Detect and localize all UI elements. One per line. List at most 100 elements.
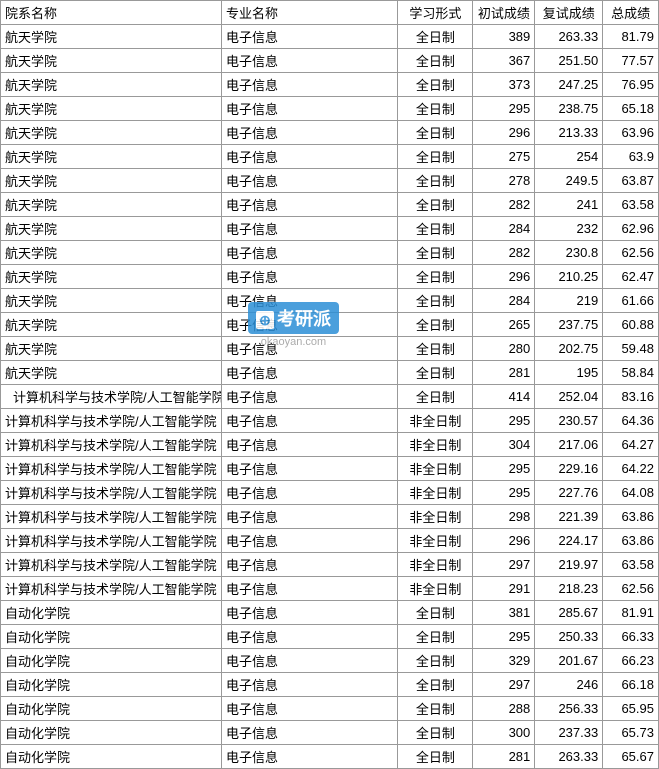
cell-score1: 304 [473,433,535,457]
cell-form: 非全日制 [398,577,473,601]
cell-major: 电子信息 [222,673,398,697]
cell-dept: 航天学院 [1,337,222,361]
cell-total: 64.22 [603,457,659,481]
cell-dept: 航天学院 [1,121,222,145]
cell-score1: 295 [473,481,535,505]
cell-score1: 367 [473,49,535,73]
header-score2: 复试成绩 [535,1,603,25]
table-body: 航天学院电子信息全日制389263.3381.79航天学院电子信息全日制3672… [1,25,659,769]
cell-dept: 航天学院 [1,289,222,313]
cell-dept: 航天学院 [1,361,222,385]
cell-major: 电子信息 [222,433,398,457]
cell-form: 全日制 [398,313,473,337]
header-dept: 院系名称 [1,1,222,25]
cell-score2: 237.33 [535,721,603,745]
cell-score2: 263.33 [535,25,603,49]
cell-score2: 219 [535,289,603,313]
cell-score2: 217.06 [535,433,603,457]
cell-dept: 自动化学院 [1,721,222,745]
cell-total: 66.33 [603,625,659,649]
cell-total: 60.88 [603,313,659,337]
cell-total: 62.96 [603,217,659,241]
cell-total: 65.67 [603,745,659,769]
cell-total: 61.66 [603,289,659,313]
table-row: 计算机科学与技术学院/人工智能学院电子信息非全日制297219.9763.58 [1,553,659,577]
header-form: 学习形式 [398,1,473,25]
cell-form: 全日制 [398,625,473,649]
cell-form: 全日制 [398,649,473,673]
scores-table: 院系名称 专业名称 学习形式 初试成绩 复试成绩 总成绩 航天学院电子信息全日制… [0,0,659,769]
cell-form: 全日制 [398,121,473,145]
cell-total: 83.16 [603,385,659,409]
cell-form: 全日制 [398,217,473,241]
cell-score2: 252.04 [535,385,603,409]
cell-score2: 241 [535,193,603,217]
table-row: 自动化学院电子信息全日制29724666.18 [1,673,659,697]
cell-major: 电子信息 [222,385,398,409]
cell-form: 全日制 [398,25,473,49]
table-row: 自动化学院电子信息全日制295250.3366.33 [1,625,659,649]
cell-form: 非全日制 [398,433,473,457]
cell-major: 电子信息 [222,505,398,529]
cell-major: 电子信息 [222,529,398,553]
cell-form: 全日制 [398,97,473,121]
header-score1: 初试成绩 [473,1,535,25]
cell-total: 62.56 [603,241,659,265]
cell-score2: 210.25 [535,265,603,289]
cell-score2: 251.50 [535,49,603,73]
cell-score2: 237.75 [535,313,603,337]
cell-form: 非全日制 [398,505,473,529]
cell-score2: 201.67 [535,649,603,673]
cell-score1: 295 [473,625,535,649]
cell-major: 电子信息 [222,409,398,433]
cell-score1: 298 [473,505,535,529]
cell-score1: 295 [473,457,535,481]
table-row: 计算机科学与技术学院/人工智能学院电子信息非全日制295230.5764.36 [1,409,659,433]
table-row: 航天学院电子信息全日制373247.2576.95 [1,73,659,97]
cell-total: 64.08 [603,481,659,505]
cell-major: 电子信息 [222,721,398,745]
cell-major: 电子信息 [222,361,398,385]
cell-score1: 275 [473,145,535,169]
cell-total: 65.95 [603,697,659,721]
cell-major: 电子信息 [222,145,398,169]
cell-major: 电子信息 [222,217,398,241]
cell-score1: 296 [473,265,535,289]
cell-score1: 381 [473,601,535,625]
table-row: 航天学院电子信息全日制28224163.58 [1,193,659,217]
cell-dept: 航天学院 [1,25,222,49]
cell-form: 全日制 [398,241,473,265]
cell-score1: 297 [473,553,535,577]
cell-major: 电子信息 [222,121,398,145]
cell-score2: 246 [535,673,603,697]
cell-dept: 自动化学院 [1,673,222,697]
cell-major: 电子信息 [222,337,398,361]
table-row: 计算机科学与技术学院/人工智能学院电子信息非全日制298221.3963.86 [1,505,659,529]
cell-score1: 296 [473,529,535,553]
cell-major: 电子信息 [222,97,398,121]
table-row: 航天学院电子信息全日制282230.862.56 [1,241,659,265]
table-row: 航天学院电子信息全日制27525463.9 [1,145,659,169]
cell-score2: 285.67 [535,601,603,625]
cell-total: 81.91 [603,601,659,625]
cell-form: 非全日制 [398,481,473,505]
cell-score1: 373 [473,73,535,97]
table-row: 计算机科学与技术学院/人工智能学院电子信息非全日制291218.2362.56 [1,577,659,601]
cell-form: 全日制 [398,697,473,721]
cell-dept: 计算机科学与技术学院/人工智能学院 [1,505,222,529]
table-row: 自动化学院电子信息全日制281263.3365.67 [1,745,659,769]
table-row: 航天学院电子信息全日制389263.3381.79 [1,25,659,49]
cell-dept: 航天学院 [1,193,222,217]
cell-major: 电子信息 [222,601,398,625]
cell-total: 77.57 [603,49,659,73]
cell-score1: 282 [473,241,535,265]
cell-dept: 计算机科学与技术学院/人工智能学院 [1,457,222,481]
cell-form: 全日制 [398,265,473,289]
cell-total: 81.79 [603,25,659,49]
cell-dept: 自动化学院 [1,745,222,769]
cell-total: 64.27 [603,433,659,457]
cell-score2: 221.39 [535,505,603,529]
table-row: 航天学院电子信息全日制367251.5077.57 [1,49,659,73]
cell-score2: 249.5 [535,169,603,193]
cell-dept: 航天学院 [1,145,222,169]
